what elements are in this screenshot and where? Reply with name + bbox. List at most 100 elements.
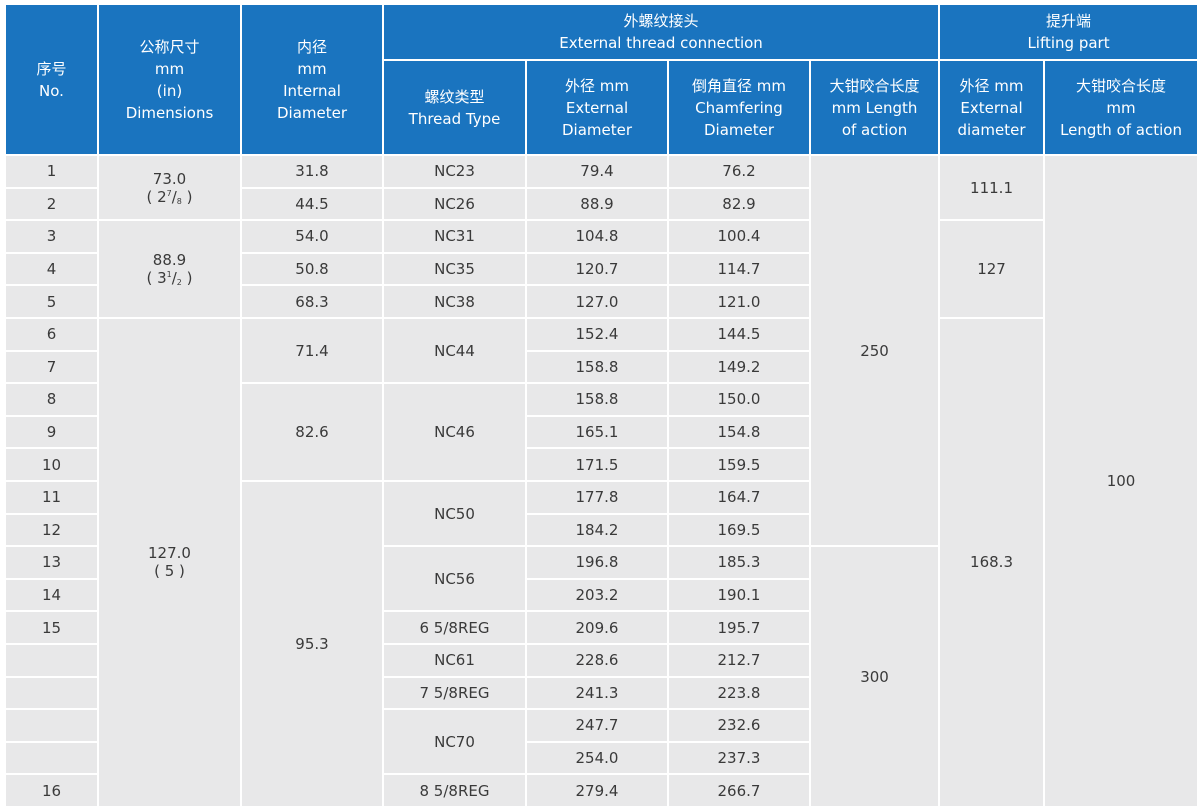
table-row: 1 73.0 ( 27/8 ) 31.8 NC23 79.4 76.2 250 … bbox=[4, 153, 1200, 808]
cell-external-diameter: 203.2 bbox=[525, 577, 669, 613]
cell-thread-type: NC56 bbox=[382, 545, 527, 613]
cell-internal-diameter: 54.0 bbox=[240, 219, 384, 254]
cell-chamfer-diameter: 76.2 bbox=[667, 154, 811, 189]
cell-chamfer-diameter: 121.0 bbox=[667, 284, 811, 319]
cell-thread-type: 8 5/8REG bbox=[382, 773, 527, 808]
cell-chamfer-diameter: 237.3 bbox=[667, 740, 811, 776]
cell-chamfer-diameter: 159.5 bbox=[667, 447, 811, 482]
table-row: NC70 247.7 232.6 bbox=[4, 708, 1198, 776]
cell-no: 14 bbox=[4, 577, 99, 613]
cell-chamfer-diameter: 266.7 bbox=[667, 773, 811, 808]
cell-thread-type: NC46 bbox=[382, 382, 527, 482]
table-row: 4 50.8 NC35 120.7 114.7 bbox=[4, 251, 1198, 287]
cell-no: 1 bbox=[4, 154, 99, 189]
cell-chamfer-diameter: 185.3 bbox=[667, 545, 811, 580]
table-row: 16 8 5/8REG 279.4 266.7 bbox=[4, 773, 1198, 808]
cell-lifting-length: 100 bbox=[1043, 154, 1200, 808]
cell-external-diameter: 196.8 bbox=[525, 545, 669, 580]
header-no: 序号 No. bbox=[4, 3, 99, 156]
cell-chamfer-diameter: 154.8 bbox=[667, 414, 811, 450]
cell-thread-type: NC23 bbox=[382, 154, 527, 189]
cell-chamfer-diameter: 164.7 bbox=[667, 479, 811, 515]
table-row: 7 158.8 149.2 bbox=[4, 349, 1198, 385]
cell-no: 4 bbox=[4, 251, 99, 287]
cell-no: 12 bbox=[4, 512, 99, 548]
cell-external-diameter: 158.8 bbox=[525, 382, 669, 417]
table-row: 8 82.6 NC46 158.8 150.0 bbox=[4, 382, 1198, 482]
cell-chamfer-diameter: 190.1 bbox=[667, 577, 811, 613]
table-row: 12 184.2 169.5 bbox=[4, 512, 1198, 548]
cell-internal-diameter: 50.8 bbox=[240, 251, 384, 287]
cell-thread-type: NC61 bbox=[382, 642, 527, 678]
cell-thread-type: NC70 bbox=[382, 708, 527, 776]
cell-no: 13 bbox=[4, 545, 99, 580]
header-external-diameter: 外径 mm External Diameter bbox=[525, 59, 669, 156]
cell-no: 10 bbox=[4, 447, 99, 482]
cell-chamfer-diameter: 195.7 bbox=[667, 610, 811, 645]
table-row: 13 NC56 196.8 185.3 300 bbox=[4, 545, 1198, 808]
cell-external-diameter: 171.5 bbox=[525, 447, 669, 482]
cell-external-diameter: 279.4 bbox=[525, 773, 669, 808]
cell-chamfer-diameter: 232.6 bbox=[667, 708, 811, 743]
cell-dimension: 88.9 ( 31/2 ) bbox=[97, 219, 242, 319]
cell-lifting-diameter: 168.3 bbox=[938, 316, 1046, 808]
table-row: 11 95.3 NC50 177.8 164.7 bbox=[4, 479, 1198, 808]
cell-external-diameter: 254.0 bbox=[525, 740, 669, 776]
cell-dimension: 127.0 ( 5 ) bbox=[97, 316, 242, 808]
table-row: 10 171.5 159.5 bbox=[4, 447, 1198, 482]
cell-external-diameter: 152.4 bbox=[525, 316, 669, 352]
cell-external-diameter: 104.8 bbox=[525, 219, 669, 254]
cell-chamfer-diameter: 149.2 bbox=[667, 349, 811, 385]
cell-no bbox=[4, 740, 99, 776]
cell-no: 15 bbox=[4, 610, 99, 645]
cell-external-diameter: 79.4 bbox=[525, 154, 669, 189]
header-dimensions: 公称尺寸 mm (in) Dimensions bbox=[97, 3, 242, 156]
cell-no bbox=[4, 642, 99, 678]
header-lifting-external-diameter: 外径 mm External diameter bbox=[938, 59, 1046, 156]
cell-chamfer-diameter: 169.5 bbox=[667, 512, 811, 548]
cell-internal-diameter: 31.8 bbox=[240, 154, 384, 189]
table-row: 9 165.1 154.8 bbox=[4, 414, 1198, 450]
cell-no: 8 bbox=[4, 382, 99, 417]
table-row: 3 88.9 ( 31/2 ) 54.0 NC31 104.8 100.4 12… bbox=[4, 219, 1198, 319]
header-lifting-part: 提升端 Lifting part bbox=[938, 3, 1200, 61]
header-length-of-action: 大钳咬合长度 mm Length of action bbox=[808, 59, 941, 156]
cell-thread-type: NC38 bbox=[382, 284, 527, 319]
cell-no: 9 bbox=[4, 414, 99, 450]
cell-external-diameter: 120.7 bbox=[525, 251, 669, 287]
table-row: 6 127.0 ( 5 ) 71.4 NC44 152.4 144.5 168.… bbox=[4, 316, 1198, 808]
cell-external-diameter: 247.7 bbox=[525, 708, 669, 743]
cell-no: 11 bbox=[4, 479, 99, 515]
header-thread-type: 螺纹类型 Thread Type bbox=[382, 59, 527, 156]
cell-thread-type: NC31 bbox=[382, 219, 527, 254]
cell-thread-type: NC50 bbox=[382, 479, 527, 548]
cell-internal-diameter: 44.5 bbox=[240, 186, 384, 222]
cell-thread-type: NC44 bbox=[382, 316, 527, 385]
header-lifting-length-of-action: 大钳咬合长度 mm Length of action bbox=[1043, 59, 1200, 156]
cell-chamfer-diameter: 150.0 bbox=[667, 382, 811, 417]
cell-external-diameter: 127.0 bbox=[525, 284, 669, 319]
cell-lifting-diameter: 127 bbox=[938, 219, 1046, 319]
cell-thread-type: 7 5/8REG bbox=[382, 675, 527, 711]
cell-chamfer-diameter: 100.4 bbox=[667, 219, 811, 254]
cell-internal-diameter: 71.4 bbox=[240, 316, 384, 385]
cell-internal-diameter: 82.6 bbox=[240, 382, 384, 482]
cell-external-diameter: 165.1 bbox=[525, 414, 669, 450]
cell-thread-type: 6 5/8REG bbox=[382, 610, 527, 645]
cell-thread-type: NC26 bbox=[382, 186, 527, 222]
cell-no: 3 bbox=[4, 219, 99, 254]
cell-external-diameter: 177.8 bbox=[525, 479, 669, 515]
cell-external-diameter: 241.3 bbox=[525, 675, 669, 711]
cell-no bbox=[4, 708, 99, 743]
cell-no: 6 bbox=[4, 316, 99, 352]
cell-chamfer-diameter: 144.5 bbox=[667, 316, 811, 352]
table-row: NC61 228.6 212.7 bbox=[4, 642, 1198, 678]
cell-chamfer-diameter: 212.7 bbox=[667, 642, 811, 678]
cell-no: 2 bbox=[4, 186, 99, 222]
header-internal-diameter: 内径 mm Internal Diameter bbox=[240, 3, 384, 156]
cell-external-diameter: 184.2 bbox=[525, 512, 669, 548]
header-chamfering-diameter: 倒角直径 mm Chamfering Diameter bbox=[667, 59, 811, 156]
table-row: 254.0 237.3 bbox=[4, 740, 1198, 776]
cell-no: 5 bbox=[4, 284, 99, 319]
cell-thread-type: NC35 bbox=[382, 251, 527, 287]
